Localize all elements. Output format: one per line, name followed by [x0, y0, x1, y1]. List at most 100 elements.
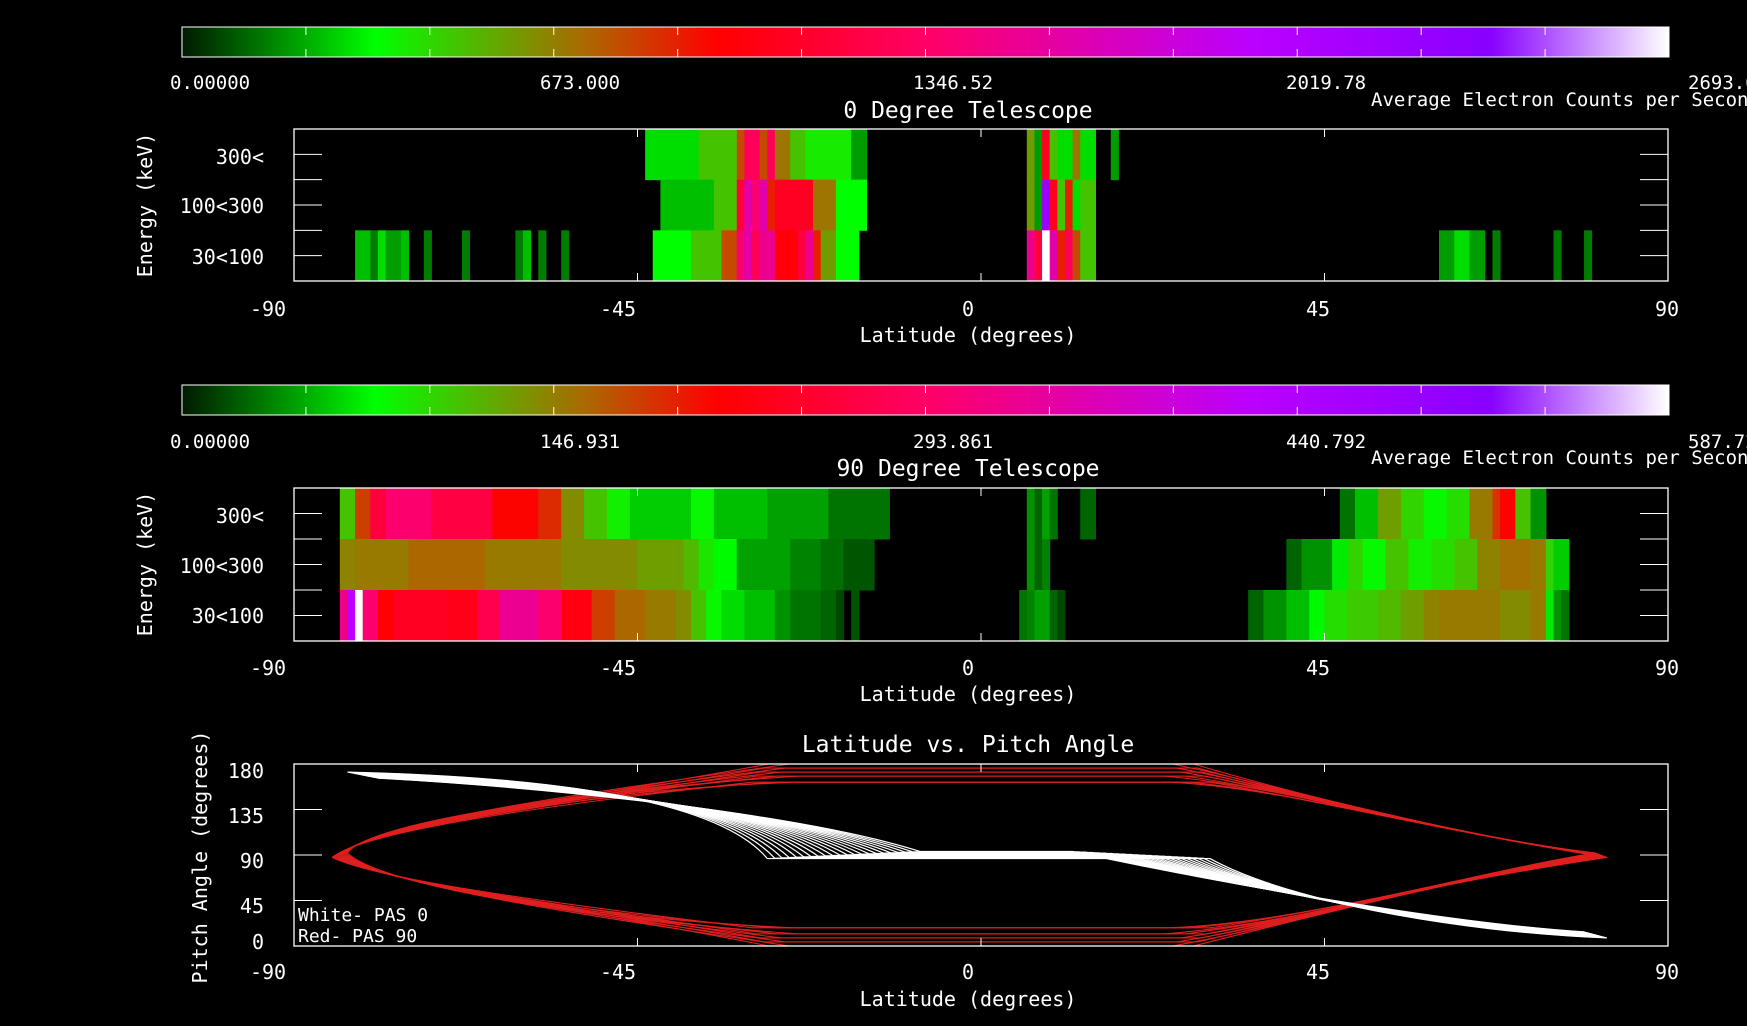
heat-cell-p1-r2-38 [1439, 590, 1471, 642]
panel-pitch-ylabel-0: 180 [228, 759, 264, 783]
heat-cell-p1-r2-10 [561, 590, 593, 642]
heat-cell-p1-r2-40 [1500, 590, 1532, 642]
heat-cell-p0-r2-30 [1072, 230, 1081, 282]
panel-pitch-xlabel-0: -90 [250, 960, 286, 984]
red-curve-lower-11 [347, 852, 1596, 935]
heat-cell-p1-r1-29 [1553, 539, 1570, 591]
panel-pitch-ylabel-3: 45 [240, 894, 264, 918]
heat-cell-p1-r2-11 [591, 590, 616, 642]
heat-cell-p1-r2-13 [645, 590, 677, 642]
heat-cell-p1-r2-41 [1530, 590, 1547, 642]
red-curve-lower-8 [342, 853, 1599, 943]
heat-cell-p1-r0-3 [385, 488, 432, 540]
heat-cell-p0-r2-27 [1049, 230, 1058, 282]
heat-cell-p0-r2-26 [1042, 230, 1051, 282]
heat-cell-p1-r0-14 [828, 488, 890, 540]
heat-cell-p0-r1-15 [1064, 179, 1074, 231]
heat-cell-p0-r0-14 [1057, 129, 1074, 181]
heat-cell-p0-r1-14 [1057, 179, 1066, 231]
heat-cell-p0-r2-13 [721, 230, 738, 282]
heat-cell-p1-r0-28 [1500, 488, 1516, 540]
panel-90deg-xlabel-4: 90 [1655, 656, 1679, 680]
panel-pitch-title: Latitude vs. Pitch Angle [802, 732, 1134, 758]
colorbar-0deg-tick-2: 1346.52 [913, 72, 993, 94]
panel-0deg-x-title: Latitude (degrees) [860, 323, 1077, 347]
colorbar-90deg-tick-4: 587.723 [1688, 431, 1747, 453]
heat-cell-p0-r2-14 [736, 230, 745, 282]
colorbar-90deg: 0.00000 146.931 293.861 440.792 587.723 … [170, 384, 1747, 469]
heat-cell-p1-r2-27 [1049, 590, 1058, 642]
heat-cell-p1-r2-33 [1324, 590, 1348, 642]
heat-cell-p1-r0-8 [584, 488, 608, 540]
heat-cell-p0-r0-13 [1049, 129, 1058, 181]
heat-cell-p0-r1-7 [774, 179, 814, 231]
heat-cell-p1-r0-7 [561, 488, 585, 540]
heat-cell-p1-r1-15 [1042, 539, 1051, 591]
heat-cell-p0-r1-5 [759, 179, 768, 231]
heat-cell-p0-r2-11 [652, 230, 692, 282]
heat-cell-p0-r1-2 [736, 179, 745, 231]
panel-pitch-ylabel-1: 135 [228, 804, 264, 828]
heat-cell-p1-r1-16 [1286, 539, 1303, 591]
red-curve-upper-5 [338, 781, 1602, 856]
panel-0deg-xlabel-0: -90 [250, 297, 286, 321]
heat-cell-p0-r2-17 [759, 230, 776, 282]
heat-cell-p0-r0-6 [774, 129, 791, 181]
heat-cell-p1-r2-42 [1545, 590, 1554, 642]
colorbar-0deg-tick-1: 673.000 [540, 72, 620, 94]
heat-cell-p0-r1-4 [752, 179, 761, 231]
heat-cell-p1-r0-18 [1049, 488, 1058, 540]
heat-cell-p0-r2-7 [515, 230, 524, 282]
colorbar-90deg-tick-2: 293.861 [913, 431, 993, 453]
heat-cell-p0-r2-6 [461, 230, 471, 282]
panel-0deg-xlabel-2: 0 [962, 297, 974, 321]
heat-cell-p1-r1-11 [820, 539, 845, 591]
legend-pas0: White- PAS 0 [298, 905, 428, 926]
heat-cell-p1-r2-32 [1309, 590, 1325, 642]
heat-cell-p0-r1-1 [713, 179, 738, 231]
heat-cell-p1-r2-24 [1019, 590, 1028, 642]
heat-cell-p1-r0-2 [370, 488, 387, 540]
heat-cell-p1-r2-14 [675, 590, 692, 642]
heat-cell-p0-r0-0 [645, 129, 700, 181]
panel-0deg-ylabel-0: 300< [216, 145, 264, 169]
heat-cell-p0-r2-35 [1492, 230, 1501, 282]
heat-cell-p0-r1-12 [1042, 179, 1051, 231]
heat-cell-p1-r2-23 [851, 590, 860, 642]
heat-cell-p1-r2-12 [614, 590, 646, 642]
panel-90deg-xlabel-2: 0 [962, 656, 974, 680]
heat-cell-p1-r0-25 [1446, 488, 1471, 540]
heat-cell-p1-r2-16 [706, 590, 722, 642]
heat-cell-p0-r2-24 [1026, 230, 1035, 282]
heat-cell-p0-r2-37 [1584, 230, 1593, 282]
heat-cell-p0-r0-9 [851, 129, 867, 181]
heat-cell-p0-r2-15 [744, 230, 753, 282]
panel-90deg-x-title: Latitude (degrees) [860, 682, 1077, 706]
heat-cell-p0-r2-29 [1064, 230, 1074, 282]
red-curve-upper-3 [335, 767, 1604, 857]
heat-cell-p1-r0-20 [1339, 488, 1356, 540]
heat-cell-p1-r2-6 [446, 590, 478, 642]
red-curve-upper-9 [344, 763, 1598, 855]
heat-cell-p0-r1-3 [744, 179, 753, 231]
heat-cell-p1-r1-0 [339, 539, 356, 591]
heat-cell-p1-r1-9 [736, 539, 791, 591]
colorbar-0deg-tick-3: 2019.78 [1286, 72, 1366, 94]
heat-cell-p1-r1-17 [1301, 539, 1333, 591]
heat-cell-p0-r0-7 [790, 129, 806, 181]
panel-0deg-ylabel-2: 30<100 [192, 245, 264, 269]
legend-pas90: Red- PAS 90 [298, 926, 417, 947]
panel-pitch-ylabel-4: 0 [252, 930, 264, 954]
heat-cell-p1-r1-22 [1408, 539, 1432, 591]
heat-cell-p1-r1-18 [1332, 539, 1348, 591]
heat-cell-p1-r2-26 [1034, 590, 1051, 642]
heat-cell-p1-r0-4 [431, 488, 493, 540]
panel-0deg: 0 Degree Telescope 300< 100<300 30<100 -… [133, 98, 1679, 347]
heat-cell-p1-r2-7 [477, 590, 501, 642]
panel-0deg-cells [355, 129, 1593, 282]
heat-cell-p0-r2-23 [835, 230, 860, 282]
heat-cell-p1-r1-8 [713, 539, 738, 591]
heat-cell-p0-r2-10 [561, 230, 570, 282]
colorbar-0deg-tick-4: 2693.04 [1688, 72, 1747, 94]
heat-cell-p1-r1-20 [1362, 539, 1387, 591]
